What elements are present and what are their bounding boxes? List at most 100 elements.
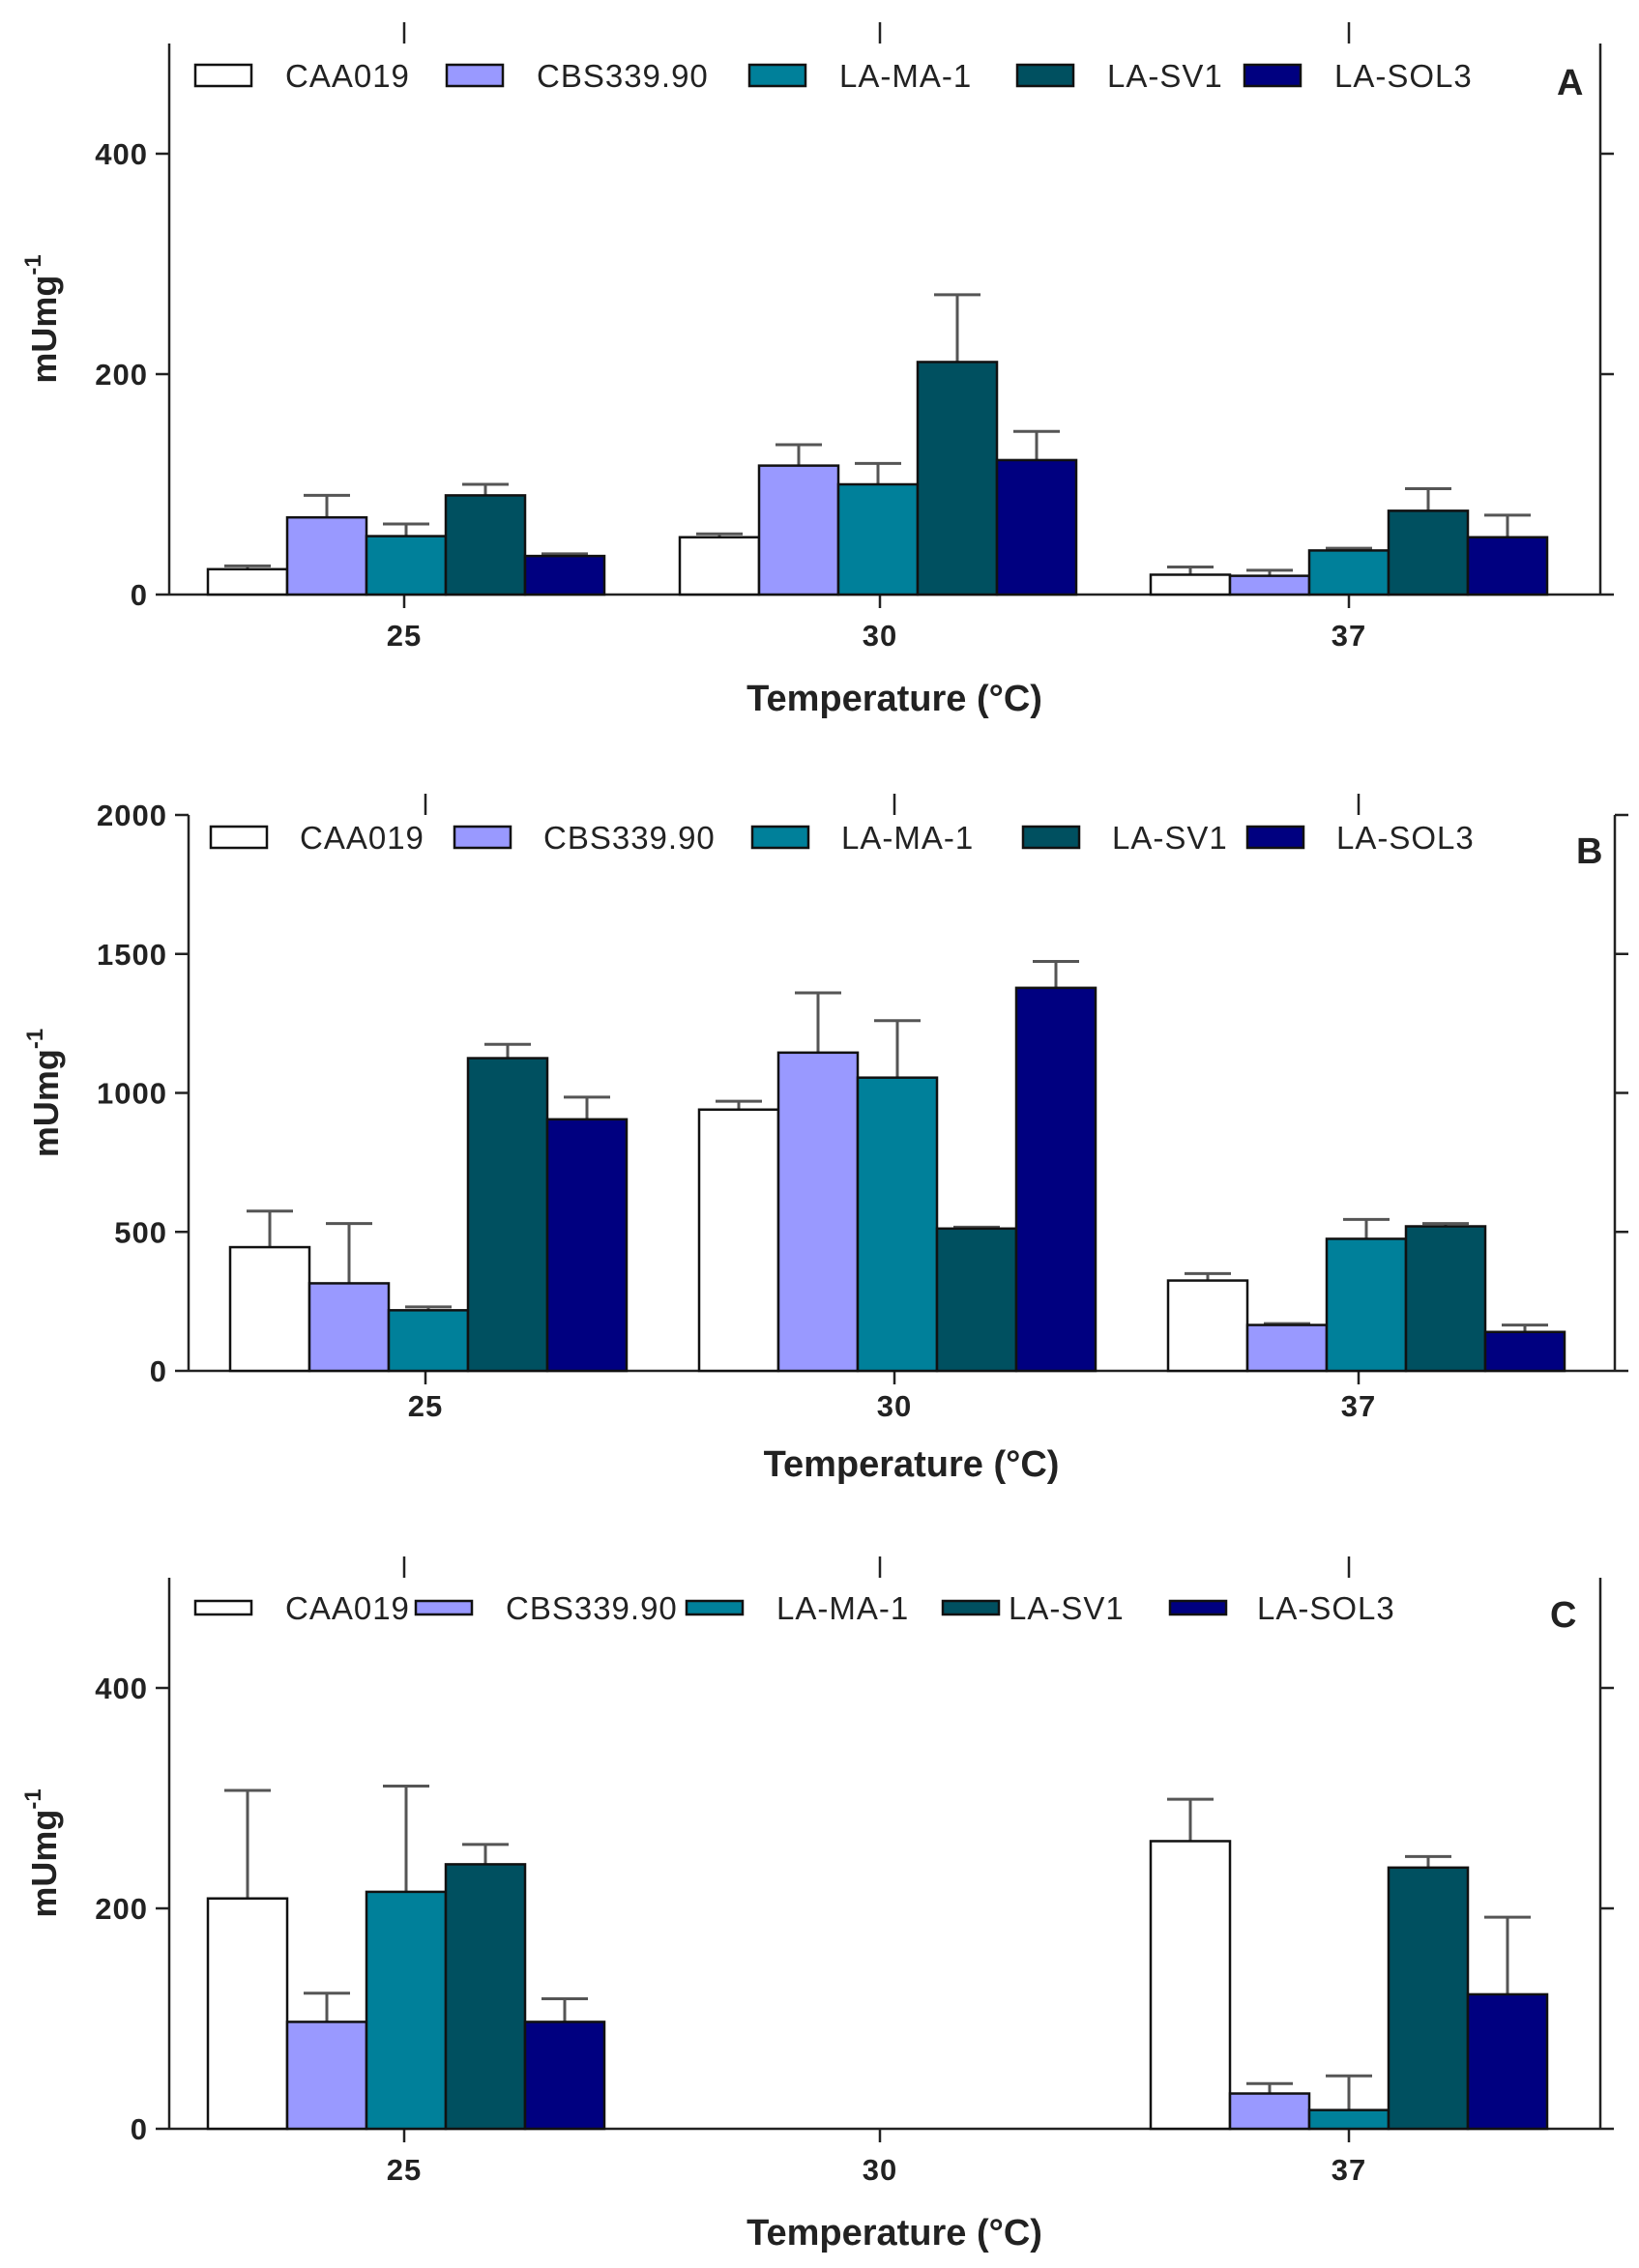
y-tick-label-0: 0	[150, 1354, 167, 1388]
legend-label-caa019: CAA019	[300, 820, 424, 856]
y-tick-label-500: 500	[114, 1215, 167, 1249]
bar-la-sv1-25	[444, 494, 527, 596]
x-tick-label-30: 30	[863, 619, 897, 653]
legend-label-caa019: CAA019	[285, 1590, 410, 1626]
y-axis-title: mUmg-1	[20, 254, 64, 383]
legend-label-cbs339-90: CBS339.90	[506, 1590, 678, 1626]
legend-swatch-la-sol3	[1245, 825, 1305, 850]
legend-swatch-la-sol3	[1168, 1599, 1228, 1616]
bar-la-sol3-25	[523, 554, 606, 596]
y-axis-title-text: mUmg	[24, 1810, 64, 1918]
legend-label-la-sol3: LA-SOL3	[1334, 58, 1473, 94]
bar-la-sv1-25	[444, 1863, 527, 2131]
bar-la-ma-1-37	[1307, 549, 1390, 596]
y-axis-title: mUmg-1	[20, 1788, 64, 1917]
bar-la-sv1-37	[1387, 509, 1470, 596]
legend-label-la-sv1: LA-SV1	[1009, 1590, 1125, 1626]
bar-caa019-25	[206, 1897, 289, 2131]
legend-label-cbs339-90: CBS339.90	[543, 820, 716, 856]
bar-cbs339-90-25	[285, 2021, 368, 2131]
bar-la-sv1-37	[1404, 1225, 1487, 1373]
bar-caa019-37	[1166, 1279, 1249, 1373]
legend-label-la-ma-1: LA-MA-1	[776, 1590, 909, 1626]
bar-la-sol3-37	[1466, 1992, 1549, 2131]
panel-label: A	[1557, 63, 1583, 103]
panel-a: 25 30 37 0 200 400 CAA019 CBS339.90 LA-MA-1 LA-SV…	[20, 22, 1614, 719]
x-axis-title: Temperature (°C)	[764, 1444, 1060, 1485]
y-tick-label-200: 200	[95, 358, 148, 392]
legend-swatch-caa019	[209, 825, 269, 850]
legend-label-la-ma-1: LA-MA-1	[839, 58, 972, 94]
bar-la-ma-1-37	[1307, 2108, 1390, 2131]
bar-la-ma-1-25	[387, 1309, 470, 1373]
legend-label-la-sv1: LA-SV1	[1107, 58, 1223, 94]
x-tick-label-30: 30	[863, 2153, 897, 2187]
x-tick-label-30: 30	[877, 1389, 912, 1423]
y-axis-title-superscript: -1	[20, 1788, 46, 1809]
bar-la-sv1-30	[935, 1227, 1018, 1373]
y-tick-label-400: 400	[95, 1672, 148, 1705]
y-axis-title-superscript: -1	[20, 254, 46, 275]
x-tick-label-25: 25	[387, 619, 422, 653]
legend-swatch-la-ma-1	[685, 1599, 745, 1616]
legend-swatch-la-ma-1	[747, 63, 807, 88]
bar-cbs339-90-30	[776, 1051, 860, 1373]
legend-swatch-la-sv1	[1015, 63, 1075, 88]
legend-swatch-caa019	[193, 63, 253, 88]
bar-la-sol3-30	[995, 458, 1078, 596]
bar-caa019-30	[678, 536, 761, 596]
bar-caa019-37	[1149, 1840, 1232, 2131]
bar-caa019-25	[206, 567, 289, 596]
bar-la-sv1-37	[1387, 1866, 1470, 2131]
x-axis-title: Temperature (°C)	[746, 679, 1042, 719]
x-axis-title: Temperature (°C)	[746, 2213, 1042, 2253]
y-axis-title: mUmg-1	[22, 1029, 66, 1157]
x-tick-label-37: 37	[1341, 1389, 1376, 1423]
bar-caa019-25	[228, 1245, 311, 1373]
bar-la-sol3-30	[1014, 986, 1098, 1373]
bar-cbs339-90-30	[757, 464, 840, 596]
legend-label-caa019: CAA019	[285, 58, 410, 94]
bar-la-sol3-37	[1483, 1330, 1566, 1373]
y-tick-label-1500: 1500	[97, 938, 167, 972]
legend-swatch-cbs339-90	[414, 1599, 474, 1616]
y-tick-label-2000: 2000	[97, 799, 167, 832]
legend-label-la-sol3: LA-SOL3	[1257, 1590, 1395, 1626]
legend-label-la-sv1: LA-SV1	[1112, 820, 1228, 856]
bar-la-sol3-25	[523, 2021, 606, 2131]
bar-la-ma-1-30	[836, 482, 920, 596]
bar-la-ma-1-30	[856, 1076, 939, 1373]
y-tick-label-0: 0	[131, 578, 148, 612]
panel-label: B	[1576, 831, 1602, 872]
legend-label-la-sol3: LA-SOL3	[1336, 820, 1475, 856]
legend-swatch-la-sol3	[1243, 63, 1302, 88]
bar-la-ma-1-37	[1325, 1237, 1408, 1373]
panel-b: 25 30 37 0 500 1000 1500 2000 CAA019 CBS339.90 LA-…	[22, 794, 1628, 1485]
bar-cbs339-90-25	[285, 515, 368, 596]
bar-caa019-30	[697, 1108, 780, 1373]
y-tick-label-200: 200	[95, 1892, 148, 1926]
bar-la-sol3-25	[545, 1118, 629, 1373]
legend-swatch-cbs339-90	[445, 63, 505, 88]
legend-swatch-la-ma-1	[750, 825, 810, 850]
x-tick-label-25: 25	[408, 1389, 443, 1423]
x-tick-label-25: 25	[387, 2153, 422, 2187]
y-axis-title-superscript: -1	[22, 1029, 48, 1049]
bar-la-sv1-25	[466, 1057, 549, 1373]
y-axis-title-text: mUmg	[26, 1049, 66, 1157]
bar-caa019-37	[1149, 573, 1232, 596]
legend-swatch-la-sv1	[941, 1599, 1001, 1616]
x-tick-label-37: 37	[1332, 2153, 1366, 2187]
legend-swatch-caa019	[193, 1599, 253, 1616]
bar-la-sol3-37	[1466, 536, 1549, 596]
x-tick-label-37: 37	[1332, 619, 1366, 653]
y-tick-label-0: 0	[131, 2112, 148, 2146]
legend-label-cbs339-90: CBS339.90	[537, 58, 709, 94]
y-axis-title-text: mUmg	[24, 276, 64, 384]
bar-cbs339-90-37	[1228, 574, 1311, 596]
panel-label: C	[1550, 1595, 1576, 1636]
bar-la-ma-1-25	[365, 535, 448, 596]
legend-swatch-la-sv1	[1021, 825, 1081, 850]
y-tick-label-400: 400	[95, 137, 148, 171]
